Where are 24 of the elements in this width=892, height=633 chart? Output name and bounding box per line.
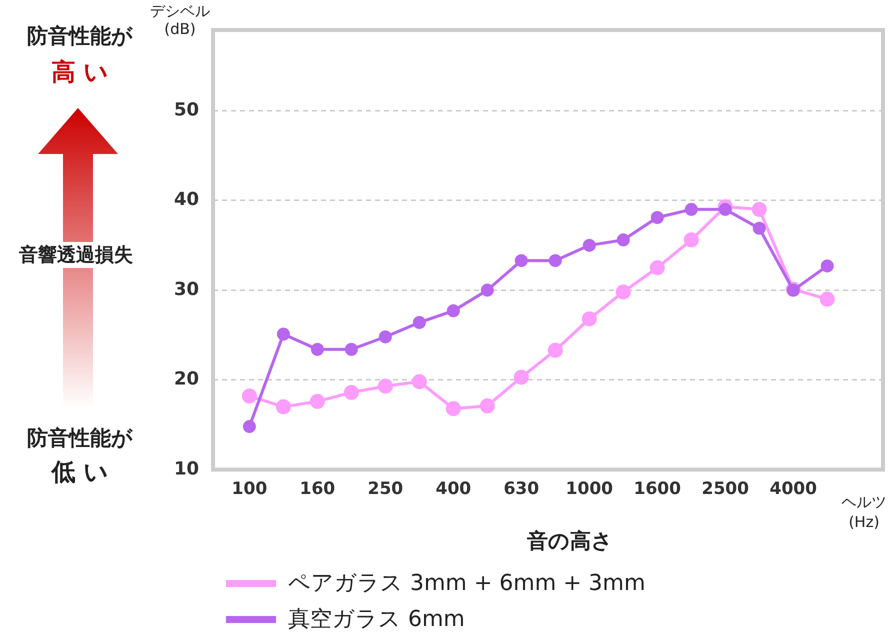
text: 低 い — [50, 457, 110, 488]
y-axis-title: デシベル (dB) — [150, 2, 210, 38]
x-tick-label: 1600 — [634, 479, 682, 500]
y-tick-label: 40 — [174, 189, 200, 210]
x-tick-label: 400 — [436, 479, 472, 500]
y-tick-label: 10 — [174, 458, 200, 480]
x-tick-label: 630 — [504, 479, 540, 500]
text: ヘルツ (Hz) — [840, 492, 888, 532]
y-tick-label: 20 — [174, 368, 200, 390]
y-tick-label: 30 — [174, 278, 200, 300]
text: 音響透過損失 — [2, 242, 150, 268]
x-tick-label: 100 — [232, 479, 268, 500]
text: 高 い — [50, 57, 110, 88]
x-tick-label: 250 — [368, 479, 404, 500]
x-tick-label: 4000 — [770, 479, 818, 500]
legend-label: 真空ガラス 6mm — [288, 606, 465, 633]
y-tick-label: 50 — [174, 99, 200, 120]
x-tick-label: 2500 — [702, 479, 750, 500]
text: 防音性能が — [26, 23, 134, 50]
legend-label: ペアガラス 3mm + 6mm + 3mm — [288, 570, 646, 598]
x-tick-label: 160 — [300, 479, 336, 500]
x-axis-title: 音の高さ — [526, 528, 614, 555]
x-tick-label: 1000 — [566, 479, 614, 500]
text: 防音性能が — [26, 425, 134, 452]
